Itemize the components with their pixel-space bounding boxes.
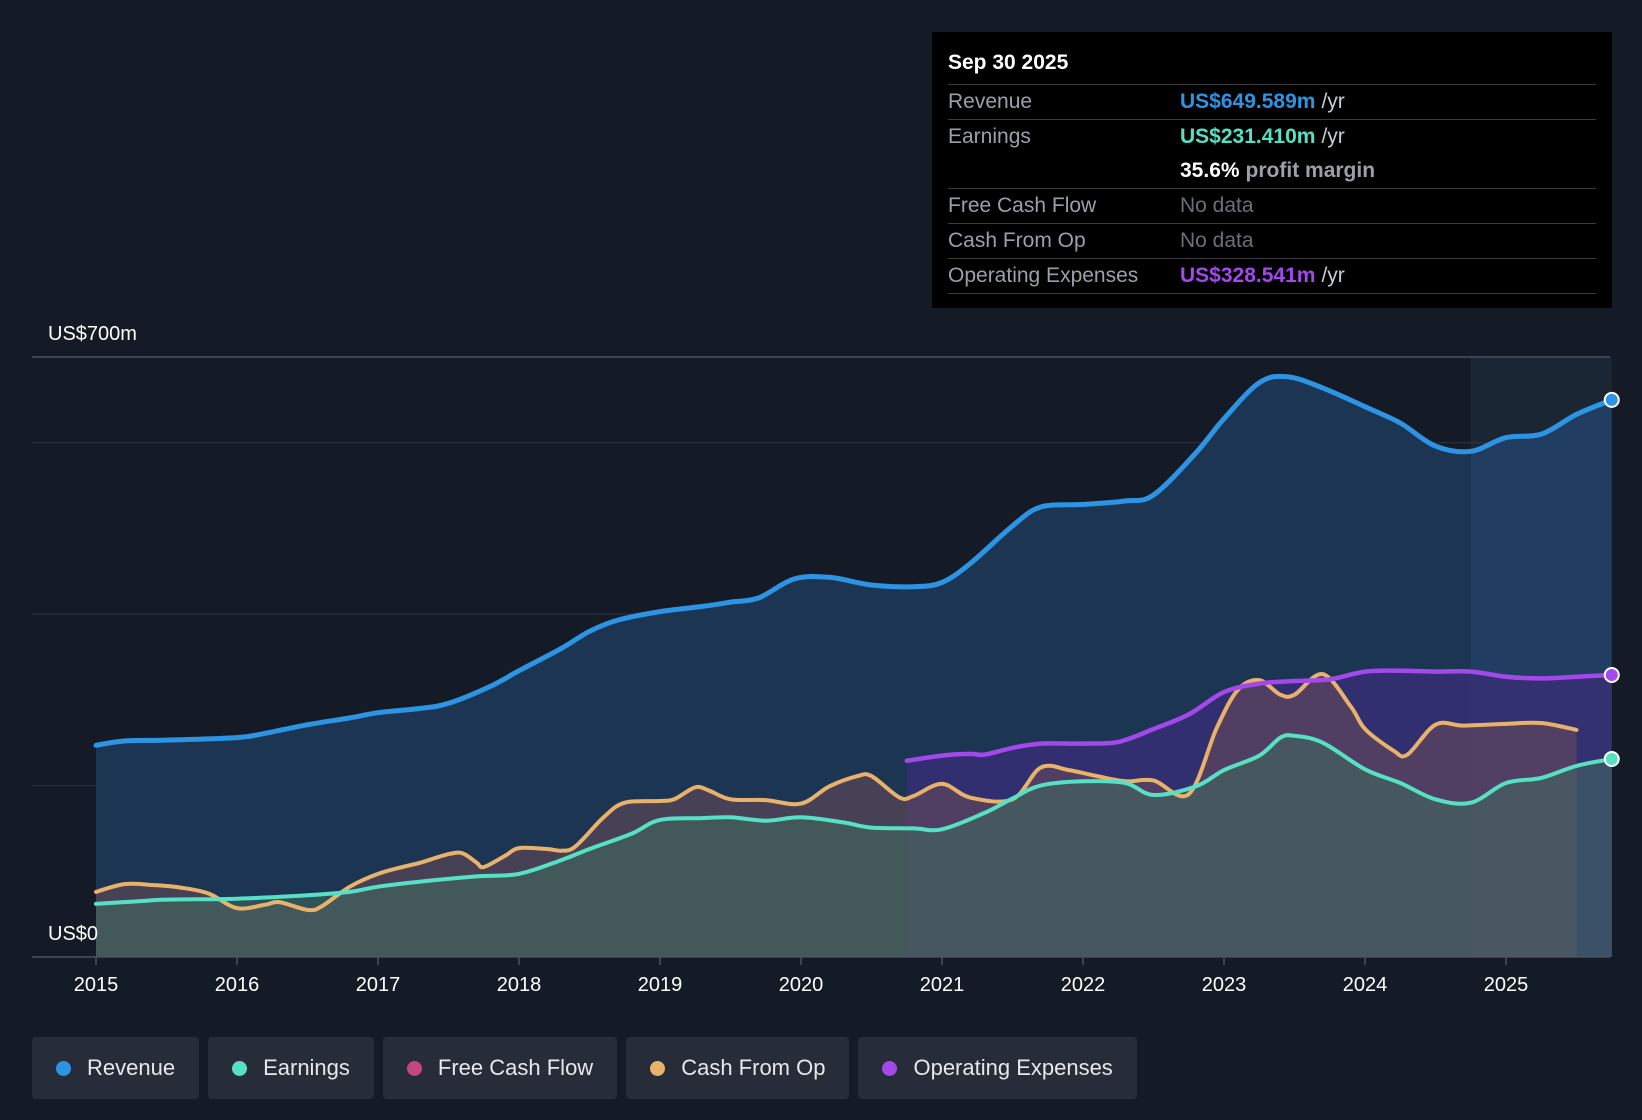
x-tick-label: 2016 [215, 974, 260, 996]
legend-dot-icon [406, 1060, 422, 1076]
tooltip-margin-text: profit margin [1245, 159, 1376, 182]
tooltip-cfo-label: Cash From Op [948, 229, 1086, 252]
legend-label: Revenue [87, 1055, 176, 1080]
x-tick-label: 2020 [779, 974, 824, 996]
tooltip-row-earnings: Earnings US$231.410m /yr [948, 120, 1596, 154]
legend-dot-icon [882, 1060, 898, 1076]
x-tick-label: 2019 [638, 974, 683, 996]
tooltip-opex-unit: /yr [1321, 264, 1345, 287]
legend-dot-icon [232, 1060, 248, 1076]
tooltip-earnings-value: US$231.410m [1180, 125, 1316, 148]
tooltip-opex-value: US$328.541m [1180, 264, 1316, 287]
tooltip-earnings-label: Earnings [948, 125, 1031, 148]
legend-operating-expenses[interactable]: Operating Expenses [858, 1037, 1137, 1099]
x-tick-label: 2024 [1343, 974, 1388, 996]
legend-free-cash-flow[interactable]: Free Cash Flow [382, 1037, 618, 1099]
legend: Revenue Earnings Free Cash Flow Cash Fro… [32, 1037, 1137, 1099]
legend-revenue[interactable]: Revenue [32, 1037, 200, 1099]
tooltip-earnings-unit: /yr [1321, 125, 1345, 148]
revenue-line [93, 373, 1615, 748]
tooltip-cfo-value: No data [1180, 229, 1254, 252]
legend-label: Operating Expenses [913, 1055, 1113, 1080]
tooltip-revenue-value: US$649.589m [1180, 90, 1316, 113]
operating-expenses-line [904, 668, 1615, 763]
x-tick-label: 2018 [497, 974, 542, 996]
tooltip: Sep 30 2025 Revenue US$649.589m /yr Earn… [932, 32, 1612, 308]
legend-label: Earnings [263, 1055, 350, 1080]
tooltip-row-cfo: Cash From Op No data [948, 224, 1596, 259]
x-tick-label: 2015 [74, 974, 119, 996]
x-tick-label: 2017 [356, 974, 401, 996]
legend-cash-from-op[interactable]: Cash From Op [626, 1037, 850, 1099]
legend-dot-icon [650, 1060, 666, 1076]
tooltip-opex-label: Operating Expenses [948, 264, 1139, 287]
tooltip-fcf-label: Free Cash Flow [948, 194, 1097, 217]
tooltip-row-revenue: Revenue US$649.589m /yr [948, 85, 1596, 120]
y-axis-bottom-label: US$0 [48, 923, 98, 945]
x-tick-label: 2021 [920, 974, 965, 996]
earnings-end-marker [1603, 751, 1620, 767]
earnings-area [96, 735, 1612, 957]
earnings-line [94, 733, 1614, 906]
legend-dot-icon [56, 1060, 71, 1076]
revenue-end-marker [1603, 391, 1620, 408]
tooltip-row-fcf: Free Cash Flow No data [948, 189, 1596, 224]
cash-from-op-line [94, 672, 1579, 913]
tooltip-revenue-unit: /yr [1321, 90, 1345, 113]
tooltip-row-opex: Operating Expenses US$328.541m /yr [948, 259, 1596, 294]
tooltip-date: Sep 30 2025 [948, 46, 1596, 85]
tooltip-fcf-value: No data [1180, 194, 1254, 217]
operating-expenses-end-marker [1603, 667, 1620, 683]
x-axis: 2015 2016 2017 2018 2019 2020 2021 2022 2023 2024… [32, 956, 1610, 996]
x-tick-label: 2025 [1484, 974, 1529, 996]
legend-label: Free Cash Flow [437, 1055, 594, 1080]
y-axis-top-label: US$700m [48, 323, 137, 345]
tooltip-row-margin: 35.6% profit margin [948, 154, 1596, 189]
legend-label: Cash From Op [681, 1055, 826, 1080]
tooltip-margin-value: 35.6% [1180, 159, 1240, 182]
x-tick-label: 2023 [1202, 974, 1247, 996]
x-tick-label: 2022 [1061, 974, 1106, 996]
tooltip-revenue-label: Revenue [948, 90, 1033, 113]
legend-earnings[interactable]: Earnings [208, 1037, 374, 1099]
